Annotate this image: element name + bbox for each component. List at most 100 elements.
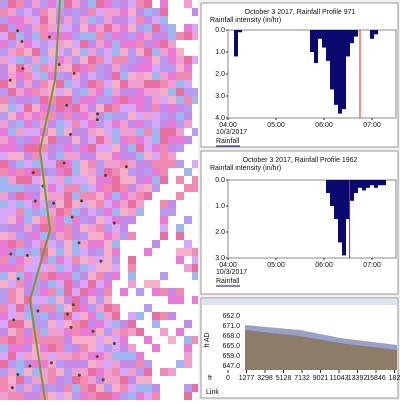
map-tile (32, 64, 40, 72)
bar (358, 180, 362, 188)
map-tile (0, 152, 8, 160)
map-tile (136, 64, 144, 72)
map-tile (24, 280, 32, 288)
map-tile (160, 232, 168, 240)
map-tile (136, 88, 144, 96)
map-tile (64, 256, 72, 264)
map-tile (136, 128, 144, 136)
profile-y-label: 647.0 (222, 363, 240, 370)
map-node (16, 29, 20, 33)
map-tile (48, 0, 56, 8)
map-tile (112, 312, 120, 320)
map-tile (72, 120, 80, 128)
map-tile (120, 32, 128, 40)
map-tile (176, 112, 184, 120)
map-tile (144, 104, 152, 112)
map-node (28, 364, 32, 368)
map-tile (88, 72, 96, 80)
y-tick-label: 2.0 (215, 71, 225, 78)
map-tile (120, 88, 128, 96)
map-tile (176, 72, 184, 80)
map-tile (0, 48, 8, 56)
map-tile (96, 312, 104, 320)
map-tile (96, 152, 104, 160)
map-tile (128, 184, 136, 192)
map-tile (72, 296, 80, 304)
map-tile (56, 96, 64, 104)
bar (350, 180, 354, 201)
profile-axis-label: ft AD (204, 332, 211, 347)
map-tile (144, 360, 152, 368)
map-tile (0, 376, 8, 384)
map-tile (40, 80, 48, 88)
map-tile (24, 160, 32, 168)
map-tile (56, 288, 64, 296)
map-tile (48, 8, 56, 16)
map-tile (128, 200, 136, 208)
legend-label: Rainfall (216, 138, 240, 145)
bar (354, 180, 358, 193)
map-tile (88, 368, 96, 376)
plot-area (227, 179, 397, 259)
map-tile (112, 376, 120, 384)
map-tile (184, 248, 192, 256)
map-tile (160, 80, 168, 88)
map-tile (112, 48, 120, 56)
map-tile (8, 200, 16, 208)
date-label: 10/3/2017 (216, 269, 247, 276)
map-tile (48, 376, 56, 384)
map-tile (0, 360, 8, 368)
map-tile (104, 200, 112, 208)
map-tile (56, 168, 64, 176)
map-tile (24, 232, 32, 240)
map-tile (128, 320, 136, 328)
map-tile (40, 32, 48, 40)
bar (370, 30, 374, 39)
map-tile (176, 192, 184, 200)
map-tile (40, 0, 48, 8)
map-tile (120, 216, 128, 224)
map-tile (24, 248, 32, 256)
y-tick-label: 1.0 (215, 49, 225, 56)
profile-y-label: 662.0 (222, 313, 240, 320)
map-tile (0, 320, 8, 328)
map-node (72, 71, 76, 75)
map-tile (56, 176, 64, 184)
map-tile (152, 40, 160, 48)
map-tile (24, 64, 32, 72)
map-tile (32, 360, 40, 368)
map-tile (48, 328, 56, 336)
map-tile (64, 360, 72, 368)
map-tile (56, 104, 64, 112)
map-tile (0, 128, 8, 136)
map-node (65, 103, 69, 107)
map-tile (0, 272, 8, 280)
map-tile (160, 112, 168, 120)
map-node (70, 215, 74, 219)
map-tile (152, 144, 160, 152)
map-tile (24, 72, 32, 80)
map-tile (48, 384, 56, 392)
map-tile (104, 80, 112, 88)
map-tile (184, 24, 192, 32)
map-tile (168, 96, 176, 104)
map-tile (104, 352, 112, 360)
map-tile (72, 312, 80, 320)
map-tile (72, 136, 80, 144)
profile-x-label: 182 (389, 375, 400, 382)
map-tile (120, 104, 128, 112)
map-tile (160, 88, 168, 96)
map-tile (80, 336, 88, 344)
map-tile (72, 232, 80, 240)
map-tile (104, 72, 112, 80)
y-tick-label: 3.0 (215, 255, 225, 262)
map-tile (128, 368, 136, 376)
map-tile (16, 216, 24, 224)
map-tile (32, 160, 40, 168)
map-tile (0, 232, 8, 240)
map-tile (16, 64, 24, 72)
map-tile (136, 392, 144, 400)
map-tile (16, 192, 24, 200)
map-tile (168, 112, 176, 120)
map-tile (24, 8, 32, 16)
